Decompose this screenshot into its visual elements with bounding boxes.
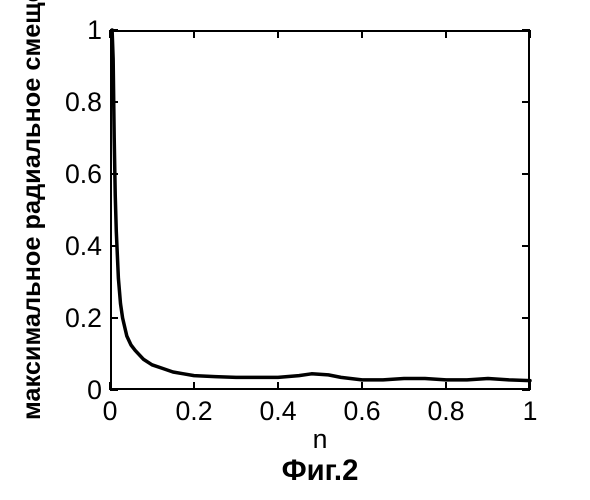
x-tick-label: 0.6: [332, 396, 392, 427]
y-axis-label: максимальное радиальное смещение: [18, 0, 48, 420]
figure-2: максимальное радиальное смещение n Фиг.2…: [0, 0, 590, 500]
y-tick-label: 1: [47, 15, 102, 45]
x-tick-label: 0.8: [416, 396, 476, 427]
x-axis-label: n: [290, 424, 350, 455]
y-tick-label: 0: [47, 375, 102, 405]
plot-area: [110, 30, 530, 390]
x-tick-label: 1: [500, 396, 560, 427]
x-tick-label: 0.2: [164, 396, 224, 427]
y-tick-label: 0.8: [47, 87, 102, 117]
x-tick-label: 0.4: [248, 396, 308, 427]
y-tick-label: 0.2: [47, 303, 102, 333]
plot-border: [110, 30, 530, 390]
figure-caption: Фиг.2: [250, 454, 390, 488]
y-tick-label: 0.6: [47, 159, 102, 189]
y-tick-label: 0.4: [47, 231, 102, 261]
